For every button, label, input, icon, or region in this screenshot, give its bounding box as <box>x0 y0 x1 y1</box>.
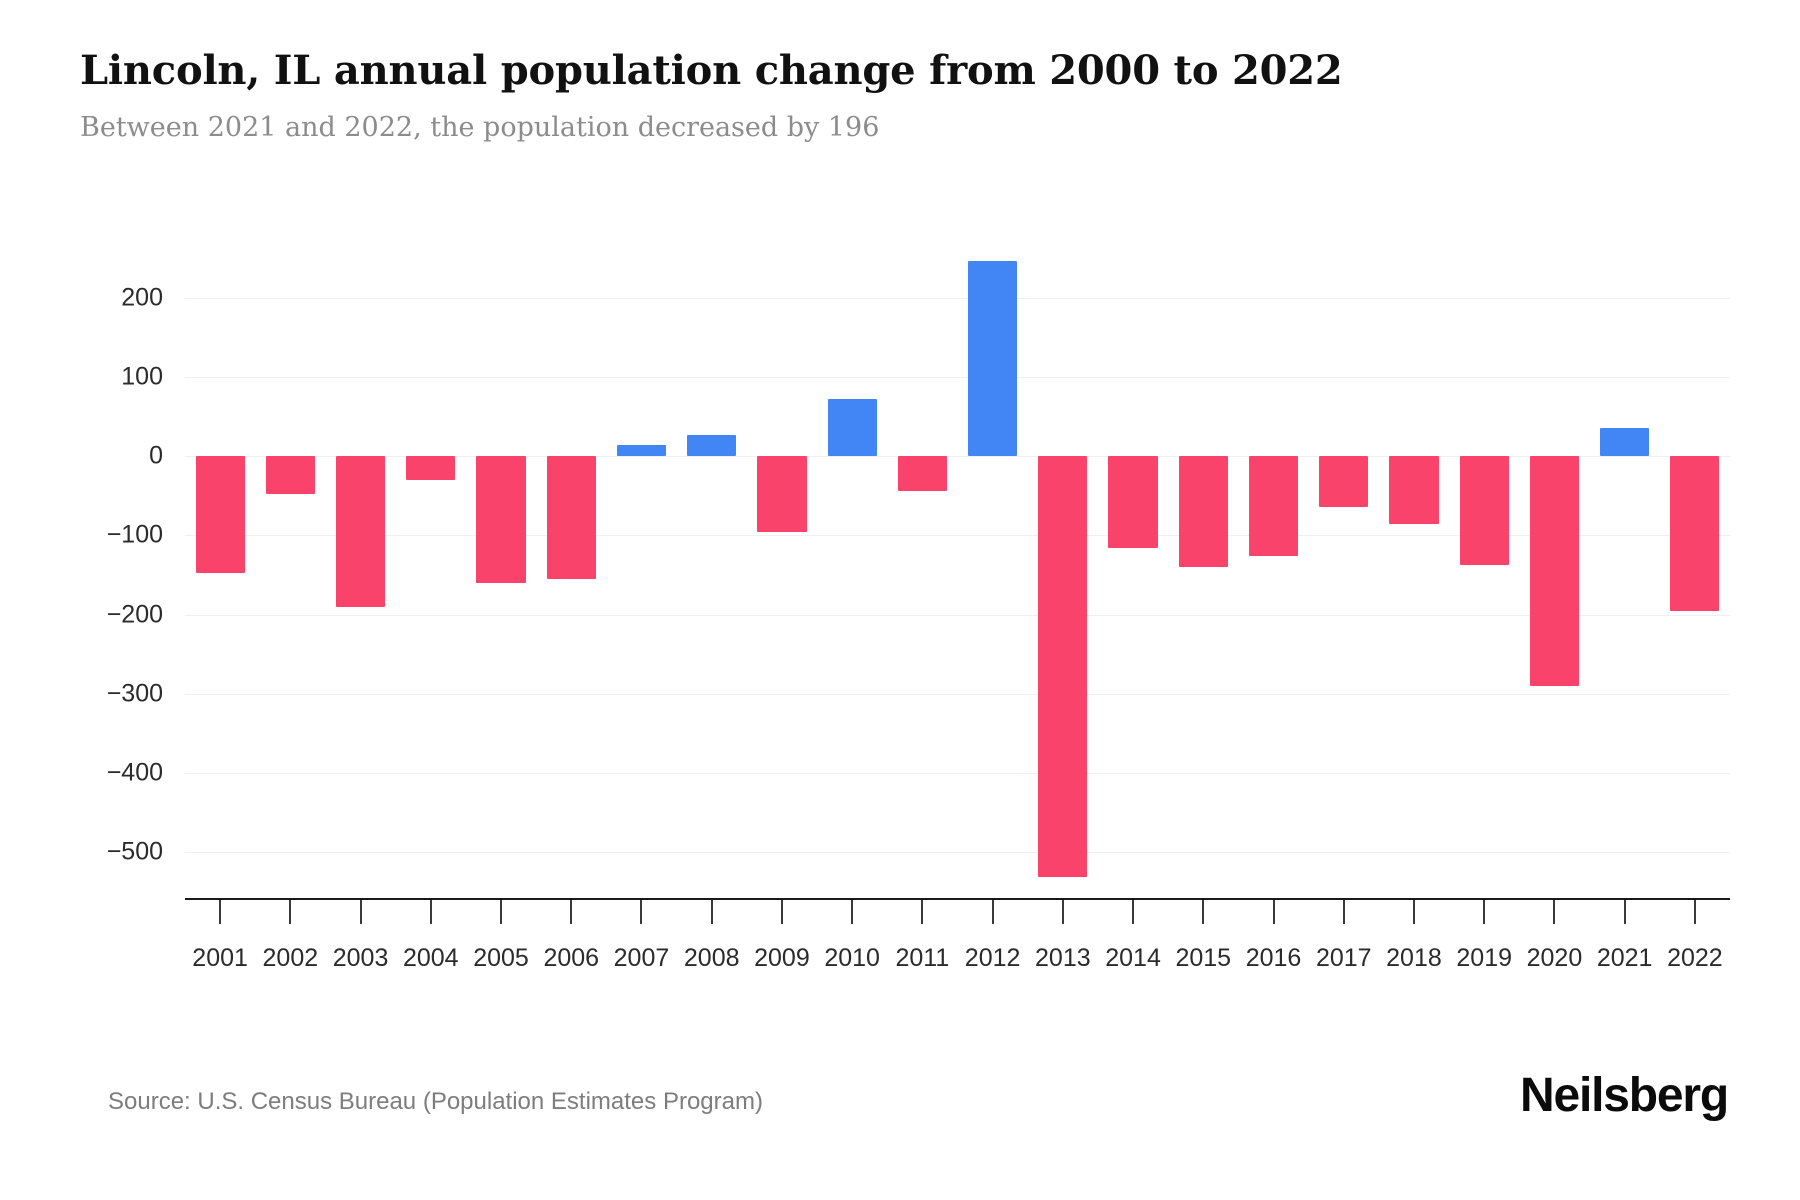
bar-2007[interactable] <box>616 445 667 457</box>
x-axis-tick <box>1061 900 1064 924</box>
x-axis-tick-label: 2010 <box>824 944 880 972</box>
bars-group <box>185 250 1730 900</box>
gridline <box>185 376 1730 378</box>
bar-2020[interactable] <box>1529 456 1579 686</box>
x-axis-tick <box>1623 900 1626 924</box>
gridline <box>185 456 1730 458</box>
x-axis-tick-label: 2021 <box>1596 944 1653 972</box>
y-axis-tick-label: −300 <box>106 679 163 708</box>
bar-2015[interactable] <box>1178 456 1228 568</box>
bar-2002[interactable] <box>265 456 315 495</box>
x-axis-tick-label: 2015 <box>1175 944 1232 972</box>
x-axis-tick <box>1412 900 1415 924</box>
y-axis-tick-label: −200 <box>106 600 163 629</box>
bar-2005[interactable] <box>476 456 526 583</box>
x-axis-tick <box>429 900 432 924</box>
y-axis-tick-label: −400 <box>106 758 163 787</box>
gridline <box>185 773 1730 775</box>
chart-header: Lincoln, IL annual population change fro… <box>80 48 1720 144</box>
x-axis-tick-label: 2009 <box>754 944 810 972</box>
y-axis-tick-label: −100 <box>106 520 163 549</box>
x-axis-tick <box>640 900 643 924</box>
page-title: Lincoln, IL annual population change fro… <box>80 47 1343 94</box>
bar-2006[interactable] <box>546 456 596 579</box>
gridline <box>185 852 1730 854</box>
x-axis-tick-label: 2007 <box>613 944 670 972</box>
bar-2019[interactable] <box>1459 456 1509 565</box>
x-axis-tick <box>851 900 854 924</box>
x-axis-tick <box>1272 900 1275 924</box>
x-axis-tick-label: 2005 <box>473 944 529 972</box>
chart-subtitle: Between 2021 and 2022, the population de… <box>80 112 880 143</box>
x-axis-tick-label: 2006 <box>543 944 600 972</box>
bar-2018[interactable] <box>1389 456 1439 525</box>
y-axis-tick-label: −500 <box>106 837 163 866</box>
bar-2012[interactable] <box>968 261 1018 457</box>
x-axis-tick-label: 2012 <box>964 944 1021 972</box>
x-axis-tick <box>710 900 713 924</box>
x-axis-tick <box>1132 900 1135 924</box>
x-axis-tick-label: 2004 <box>402 944 459 972</box>
x-axis-tick <box>219 900 222 924</box>
x-axis-tick <box>991 900 994 924</box>
bar-2017[interactable] <box>1319 456 1369 507</box>
x-axis-tick <box>1553 900 1556 924</box>
x-axis-tick <box>1693 900 1696 924</box>
x-axis-tick <box>1483 900 1486 924</box>
x-axis-tick-label: 2020 <box>1526 944 1583 972</box>
plot-region: 200 100 0 −100 −200 −300 −400 −500 2001 2002 2003… <box>107 250 1730 972</box>
x-axis-tick-label: 2003 <box>332 944 389 972</box>
x-axis-tick-label: 2013 <box>1035 944 1091 972</box>
bar-2011[interactable] <box>897 456 947 491</box>
bar-2009[interactable] <box>757 456 807 533</box>
gridline <box>185 614 1730 616</box>
x-axis-line <box>185 898 1730 900</box>
x-axis-tick-label: 2008 <box>683 944 740 972</box>
x-axis-tick-label: 2018 <box>1386 944 1442 972</box>
y-axis-tick-label: 100 <box>121 362 163 391</box>
x-axis-tick <box>359 900 362 924</box>
y-axis-tick-label: 200 <box>121 283 163 312</box>
x-axis-tick-label: 2016 <box>1245 944 1302 972</box>
bar-2003[interactable] <box>335 456 386 607</box>
bar-2022[interactable] <box>1670 456 1720 612</box>
y-axis-tick-label: 0 <box>149 441 163 470</box>
gridline <box>185 693 1730 695</box>
bar-2021[interactable] <box>1600 428 1650 457</box>
x-axis-tick-label: 2017 <box>1315 944 1372 972</box>
x-axis-tick-label: 2022 <box>1667 944 1723 972</box>
bar-2008[interactable] <box>687 434 737 457</box>
x-axis-tick-label: 2002 <box>262 944 319 972</box>
x-axis-tick-label: 2011 <box>895 944 950 972</box>
x-axis-tick-label: 2014 <box>1105 944 1161 972</box>
gridline <box>185 297 1730 299</box>
x-axis-tick <box>1342 900 1345 924</box>
source-note: Source: U.S. Census Bureau (Population E… <box>108 1088 763 1115</box>
bar-2014[interactable] <box>1108 456 1158 549</box>
bar-2004[interactable] <box>406 456 456 480</box>
x-axis-tick <box>921 900 924 924</box>
x-axis-tick <box>570 900 573 924</box>
bar-2016[interactable] <box>1248 456 1299 556</box>
x-axis-tick-label: 2019 <box>1456 944 1513 972</box>
bar-2001[interactable] <box>195 456 245 574</box>
brand-logo: Neilsberg <box>1520 1069 1729 1122</box>
x-axis-tick <box>289 900 292 924</box>
x-axis-tick <box>1202 900 1205 924</box>
x-axis-tick <box>500 900 503 924</box>
gridline <box>185 535 1730 537</box>
bar-2013[interactable] <box>1038 456 1088 877</box>
x-axis-tick <box>780 900 783 924</box>
x-axis-tick-label: 2001 <box>192 944 248 972</box>
bar-2010[interactable] <box>827 399 877 457</box>
